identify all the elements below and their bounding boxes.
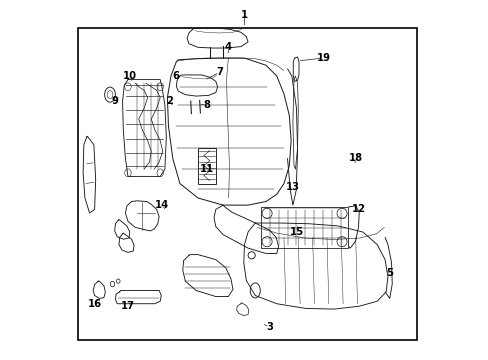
Text: 5: 5 xyxy=(386,268,392,278)
Text: 7: 7 xyxy=(216,67,223,77)
Text: 19: 19 xyxy=(316,53,330,63)
Text: 2: 2 xyxy=(165,96,172,106)
Text: 8: 8 xyxy=(203,100,210,110)
Text: 9: 9 xyxy=(112,96,119,106)
Bar xyxy=(78,28,416,339)
Bar xyxy=(260,207,348,248)
Text: 12: 12 xyxy=(351,204,366,214)
Text: 17: 17 xyxy=(121,301,135,311)
Text: 18: 18 xyxy=(348,153,362,163)
Text: 13: 13 xyxy=(285,182,299,192)
Text: 11: 11 xyxy=(199,164,214,174)
Text: 6: 6 xyxy=(173,71,180,81)
Text: 14: 14 xyxy=(155,200,169,210)
Text: 3: 3 xyxy=(265,322,272,332)
Bar xyxy=(198,148,215,184)
Text: 1: 1 xyxy=(241,10,247,20)
Text: 16: 16 xyxy=(87,299,102,309)
Text: 10: 10 xyxy=(122,71,137,81)
Text: 4: 4 xyxy=(224,42,231,52)
Text: 15: 15 xyxy=(289,227,303,237)
